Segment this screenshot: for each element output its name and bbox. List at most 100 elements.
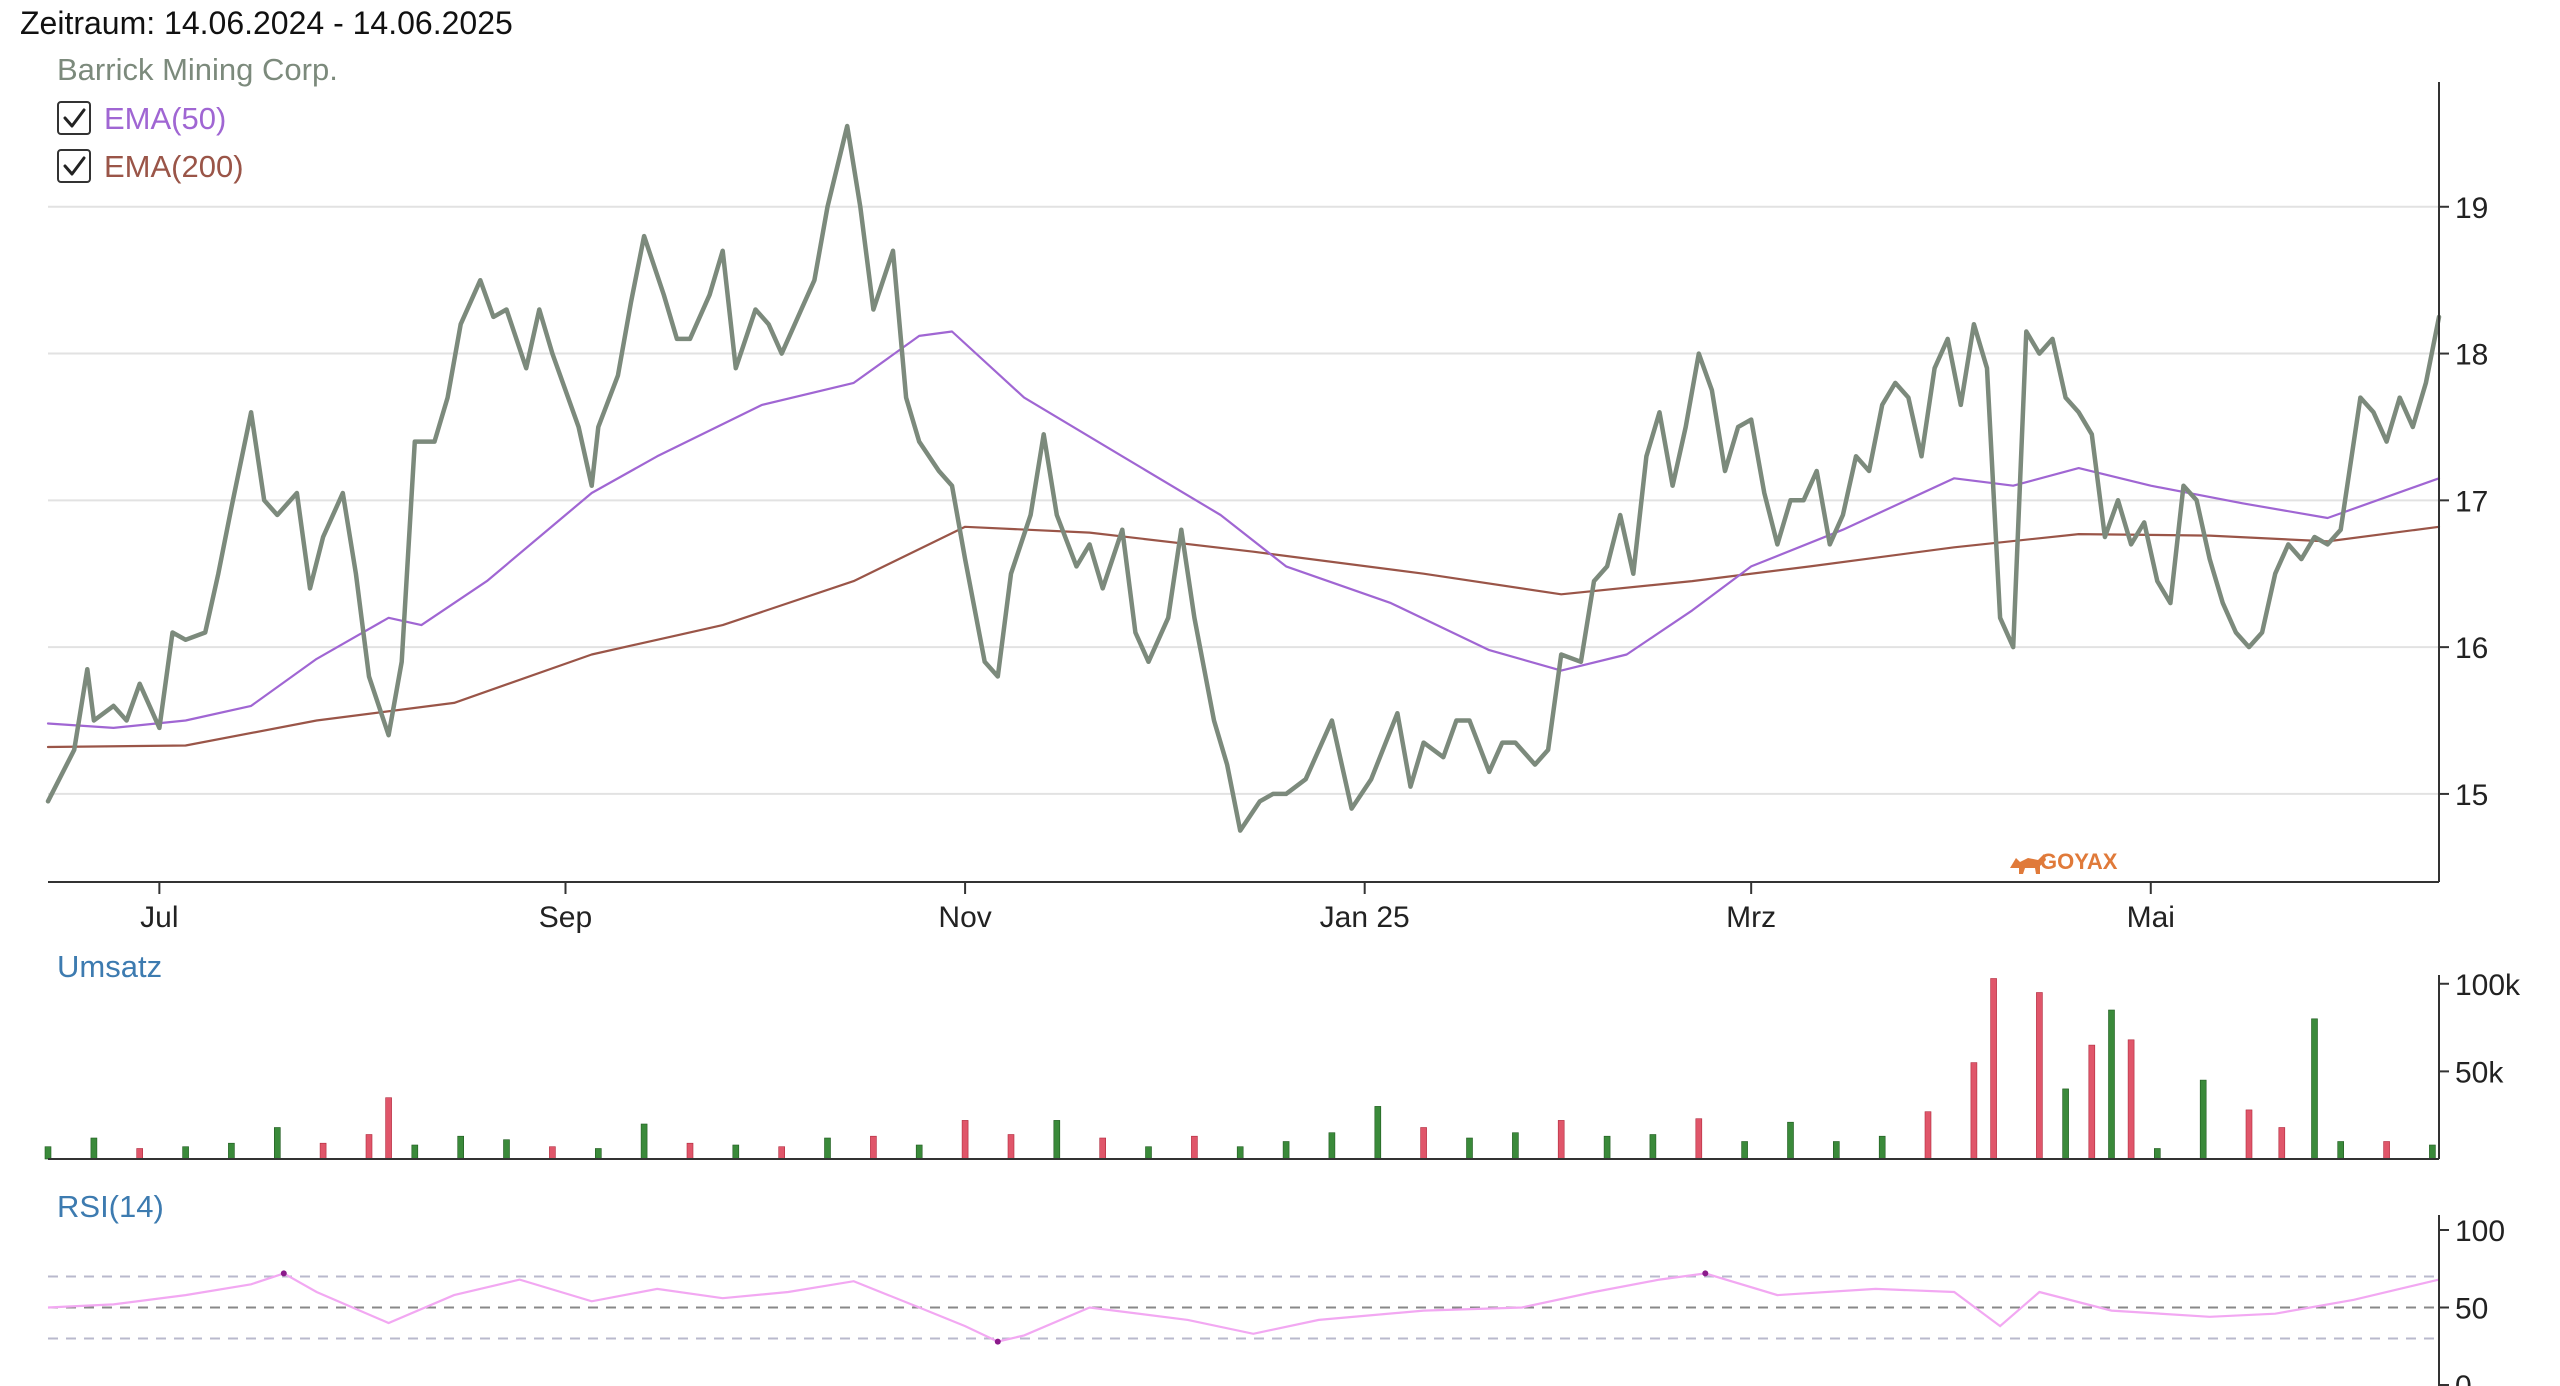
price-x-tick-label: Jul: [140, 901, 178, 934]
volume-bar: [1466, 1137, 1473, 1160]
volume-y-tick-label: 100k: [2455, 969, 2521, 1002]
series-line-ema-50: [46, 330, 2441, 729]
volume-bar: [1145, 1146, 1152, 1160]
volume-bar: [1007, 1134, 1015, 1160]
price-x-tick-label: Jan 25: [1320, 901, 1410, 934]
volume-bar: [2154, 1148, 2161, 1160]
volume-bar: [136, 1148, 143, 1160]
volume-bar: [2062, 1088, 2069, 1160]
price-gridlines: [48, 205, 2439, 795]
price-x-tick-label: Sep: [539, 901, 592, 934]
volume-bar: [732, 1144, 740, 1160]
rsi-panel-title: RSI(14): [57, 1189, 164, 1224]
ema50-checkbox[interactable]: [57, 101, 91, 135]
volume-bar: [319, 1142, 327, 1160]
volume-bar: [1603, 1135, 1611, 1160]
price-y-tick-label: 19: [2455, 192, 2488, 225]
rsi-panel: RSI(14) 0 50 100: [47, 1189, 2505, 1386]
rsi-series-layer: [47, 1270, 2440, 1345]
volume-bar: [1649, 1134, 1657, 1160]
volume-bar: [640, 1123, 648, 1160]
volume-bar: [778, 1146, 786, 1160]
volume-bar: [1878, 1135, 1886, 1160]
goyax-bull-icon: [2010, 854, 2046, 874]
price-y-tick-label: 16: [2455, 632, 2488, 665]
volume-bar: [915, 1144, 923, 1160]
volume-bar: [228, 1142, 235, 1160]
volume-bar: [2383, 1141, 2390, 1160]
volume-bar: [457, 1135, 465, 1160]
volume-bar: [2108, 1009, 2115, 1160]
volume-bar: [1990, 978, 1997, 1160]
price-x-ticks: Jul Sep Nov Jan 25 Mrz Mai: [140, 882, 2175, 934]
volume-bar: [503, 1139, 510, 1160]
rsi-y-tick-label: 50: [2455, 1293, 2488, 1326]
volume-bar: [273, 1127, 281, 1160]
volume-bar: [1787, 1121, 1794, 1160]
volume-y-ticks: 50k 100k: [2439, 969, 2521, 1089]
rsi-extreme-point: [994, 1338, 1001, 1345]
volume-bar: [2337, 1141, 2344, 1160]
series-line-ema-200: [46, 525, 2441, 749]
ema200-check-icon: [63, 156, 86, 176]
volume-bar: [44, 1146, 52, 1160]
volume-bar: [686, 1142, 694, 1160]
volume-bar: [385, 1097, 392, 1160]
volume-bar: [2311, 1018, 2318, 1160]
ema200-checkbox[interactable]: [57, 149, 91, 183]
volume-bar: [2245, 1109, 2253, 1160]
volume-bar: [1053, 1120, 1061, 1160]
price-y-tick-label: 17: [2455, 485, 2488, 518]
volume-bar: [1420, 1127, 1427, 1160]
volume-bar: [870, 1135, 877, 1160]
price-y-tick-label: 18: [2455, 339, 2488, 372]
volume-y-tick-label: 50k: [2455, 1056, 2504, 1089]
volume-bar: [2429, 1144, 2436, 1160]
volume-bar: [961, 1120, 969, 1160]
rsi-y-tick-label: 0: [2455, 1370, 2472, 1386]
price-y-tick-label: 15: [2455, 779, 2488, 812]
volume-panel-title: Umsatz: [57, 949, 162, 984]
legend-ema50[interactable]: EMA(50): [57, 101, 226, 136]
volume-bar: [824, 1137, 831, 1160]
rsi-reference-lines: [48, 1275, 2439, 1340]
rsi-y-ticks: 0 50 100: [2439, 1215, 2505, 1386]
legend-ema200[interactable]: EMA(200): [57, 149, 244, 184]
volume-bar: [1924, 1111, 1932, 1160]
volume-bar: [411, 1144, 419, 1160]
volume-bar: [1512, 1132, 1519, 1160]
goyax-logo: GOYAX: [2010, 849, 2118, 874]
legend-ema200-label: EMA(200): [104, 149, 244, 184]
volume-bar: [2278, 1127, 2286, 1160]
rsi-y-tick-label: 100: [2455, 1215, 2505, 1248]
volume-bar: [90, 1137, 98, 1160]
rsi-extreme-point: [1702, 1270, 1709, 1277]
volume-bar: [549, 1146, 556, 1160]
price-panel-title: Barrick Mining Corp.: [57, 52, 338, 87]
volume-bar: [2036, 992, 2043, 1160]
price-y-ticks: 15 16 17 18 19: [2439, 192, 2488, 812]
price-x-tick-label: Nov: [938, 901, 991, 934]
legend-ema50-label: EMA(50): [104, 101, 226, 136]
volume-bar: [2199, 1079, 2207, 1160]
goyax-logo-text: GOYAX: [2040, 849, 2118, 874]
volume-bar: [1557, 1120, 1565, 1160]
volume-bar: [365, 1134, 373, 1160]
volume-bar: [1695, 1118, 1703, 1160]
volume-bar: [1191, 1135, 1198, 1160]
volume-bar: [1741, 1141, 1748, 1160]
series-line-rsi: [47, 1272, 2440, 1343]
volume-bar: [1374, 1106, 1382, 1160]
volume-bar: [182, 1146, 189, 1160]
price-series-layer: [45, 123, 2442, 833]
volume-bar: [1099, 1137, 1106, 1160]
period-title: Zeitraum: 14.06.2024 - 14.06.2025: [20, 5, 513, 41]
volume-bar: [1328, 1132, 1336, 1160]
volume-bar: [1282, 1141, 1290, 1160]
price-x-tick-label: Mrz: [1726, 901, 1776, 934]
price-panel: 15 16 17 18 19 Jul Sep Nov Jan 25 Mrz Mai Barrick…: [45, 52, 2488, 934]
series-line-barrick-mining-corp: [45, 123, 2442, 833]
price-x-tick-label: Mai: [2127, 901, 2175, 934]
rsi-extreme-point: [280, 1270, 287, 1277]
volume-bar: [2127, 1039, 2135, 1160]
